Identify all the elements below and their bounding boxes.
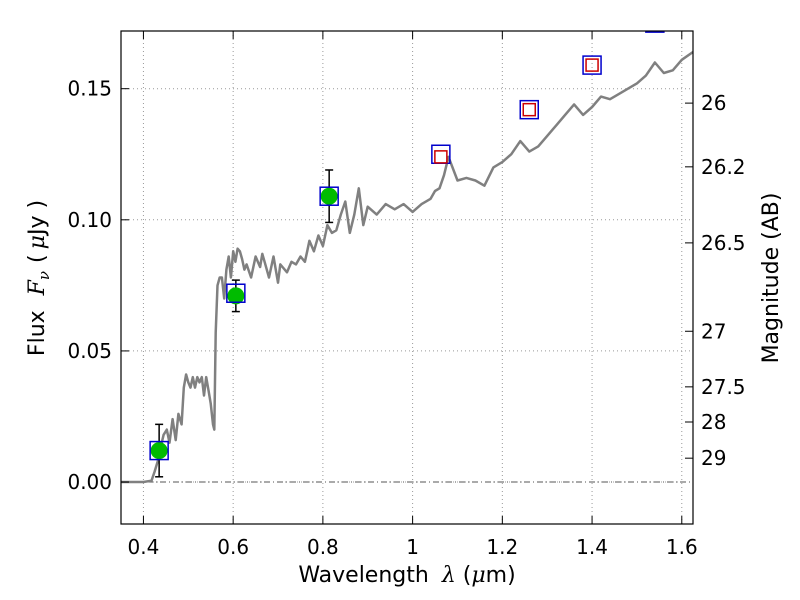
ticks [121,31,693,524]
x-axis-unit-mu: μ [471,563,485,588]
red-marker-square [522,102,537,117]
y-tick-label: 0.15 [67,77,112,101]
y-axis-F: F [25,279,50,296]
x-tick-label: 1.6 [666,535,698,559]
y-axis-unit-rest: Jy ) [25,200,50,237]
y-axis-unit-open: ( [25,254,50,263]
y-axis-nu: ν [35,271,53,280]
y-tick-label: 0.10 [67,208,112,232]
right-axis-label: Magnitude (AB) [759,193,784,364]
right-tick-label: 26.2 [701,155,746,179]
x-tick-label: 0.8 [307,535,339,559]
model-photometry-square [319,186,339,206]
grid [121,31,693,524]
model-sed-line [121,50,693,484]
model-photometry-square [519,99,540,120]
right-tick-label: 26.5 [701,231,746,255]
axes-frame [120,30,694,525]
x-tick-label: 1 [406,535,419,559]
y-axis-unit-mu: μ [25,235,50,249]
right-tick-label: 29 [701,446,726,470]
x-tick-label: 1.2 [486,535,518,559]
x-tick-label: 0.6 [217,535,249,559]
red-marker-square [585,58,599,72]
red-marker-square [434,150,448,164]
model-photometry-square [582,55,602,75]
y-tick-label: 0.05 [67,339,112,363]
y-axis-label: Flux Fν ( μJy ) [25,200,53,356]
x-tick-label: 0.4 [128,535,160,559]
x-axis-unit-rest: m) [486,563,516,588]
y-tick-label: 0.00 [67,470,112,494]
right-tick-label: 28 [701,410,726,434]
model-photometry-square [226,283,246,303]
x-axis-lambda: λ [441,563,456,588]
observed-point [227,287,245,305]
plot-area [121,31,693,484]
y-axis-label-prefix: Flux [25,310,50,356]
model-photometry-square [149,440,169,461]
x-tick-label: 1.4 [576,535,608,559]
right-tick-label: 27 [701,319,726,343]
x-axis-label: Wavelength λ (μm) [298,563,515,588]
model-photometry-square [645,31,665,33]
right-tick-label: 27.5 [701,375,746,399]
tick-labels: 0.4 0.6 0.8 1 1.2 1.4 1.6 0.00 0.05 0.10 0.15 26 26.… [67,77,745,559]
observed-point [150,442,168,460]
right-tick-label: 26 [701,91,726,115]
observed-point [320,187,338,205]
x-axis-label-prefix: Wavelength [298,563,429,588]
x-axis-unit-open: ( [456,563,472,588]
